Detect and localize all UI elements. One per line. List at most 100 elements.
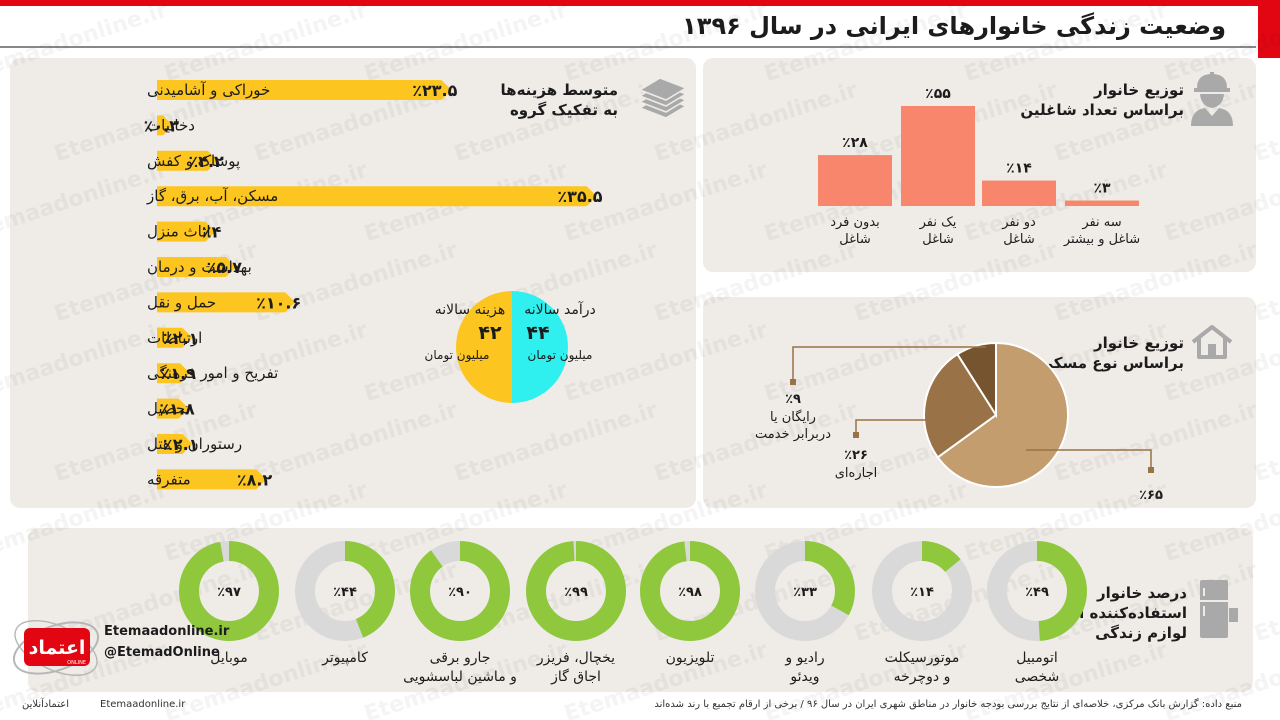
appliance-category-label: تلویزیون (666, 650, 715, 666)
workers-column (1065, 200, 1139, 206)
appliance-donut-value (755, 541, 855, 641)
appliance-title-line2: استفاده‌کننده از (1070, 604, 1187, 622)
appliance-donut-value (640, 541, 740, 641)
housing-value-label: ٪۹ (785, 392, 801, 407)
expense-value-label: ٪۸.۲ (237, 470, 273, 489)
expense-section-title: متوسط هزینه‌ها به تفکیک گروه (501, 80, 618, 120)
page-title: وضعیت زندگی خانوارهای ایرانی در سال ۱۳۹۶ (682, 12, 1226, 40)
expense-value: ۴۲ (478, 322, 502, 344)
expense-value-label: ٪۰.۳ (144, 116, 180, 135)
expense-bar (157, 363, 190, 384)
top-accent-bar (0, 0, 1280, 6)
appliance-value-label: ٪۹۰ (448, 585, 472, 600)
workers-title-line1: توزیع خانوار (1093, 81, 1184, 99)
housing-leader-line (855, 419, 966, 435)
footer-site[interactable]: Etemaadonline.ir (100, 699, 186, 710)
workers-value-label: ٪۲۸ (842, 135, 868, 151)
appliance-section-title: درصد خانوار استفاده‌کننده از لوازم زندگی (1071, 583, 1187, 643)
expense-bar (157, 186, 597, 207)
expense-value-label: ٪۴.۲ (188, 152, 224, 171)
appliance-value-label: ٪۴۹ (1025, 585, 1049, 600)
expense-category-label: مسکن، آب، برق، گاز (146, 187, 278, 205)
expense-bar (157, 327, 193, 348)
housing-pie-slice (923, 352, 998, 459)
housing-title-line1: توزیع خانوار (1093, 334, 1184, 352)
expense-label: هزینه سالانه (434, 302, 506, 318)
appliance-donut-charts: ٪۴۹ اتومبیل شخصی ٪۱۴ موتورسیکلت و دوچرخه ٪۳۳ را… (179, 541, 1087, 685)
footer-brand: اعتمادآنلاین (22, 699, 69, 710)
workers-category-label: یک نفر شاغل (919, 215, 957, 247)
expense-category-label: اثاث منزل (147, 223, 211, 241)
expense-category-label: دخانیات (147, 116, 195, 134)
logo-sub: ONLINE (67, 660, 86, 666)
footer-source: منبع داده: گزارش بانک مرکزی، خلاصه‌ای از… (654, 699, 1242, 710)
appliance-donut-value (526, 541, 626, 641)
expense-half-disc (456, 291, 512, 403)
housing-leader-marker (1148, 467, 1154, 473)
corner-accent (1258, 0, 1280, 58)
logo-handle[interactable]: @EtemadOnline (104, 645, 220, 660)
expense-value-label: ٪۱.۸ (159, 400, 195, 419)
appliance-value-label: ٪۱۴ (910, 585, 934, 600)
expense-bar-chart: خوراکی و آشامیدنی ٪۲۳.۵ دخانیات٪۰.۳ پوشاک و… (144, 80, 603, 490)
appliance-category-label: یخچال، فریزر اجاق گاز (536, 650, 615, 685)
income-label: درآمد سالانه (524, 302, 596, 318)
expense-bar (157, 469, 267, 490)
expense-category-label: پوشاک و کفش (147, 152, 240, 171)
expense-bar (157, 115, 173, 136)
appliance-category-label: کامپیوتر (321, 650, 368, 666)
appliance-value-label: ٪۹۷ (217, 585, 241, 600)
appliance-title-line1: درصد خانوار (1097, 584, 1187, 602)
appliance-donut-value (295, 541, 395, 641)
workers-category-label: دو نفر شاغل (1001, 215, 1036, 247)
expense-bar (157, 221, 216, 242)
expense-bar (157, 257, 236, 277)
housing-leader-line (792, 346, 986, 382)
expense-bar (157, 292, 296, 313)
appliance-category-label: اتومبیل شخصی (1015, 650, 1060, 685)
expense-bar (157, 398, 189, 419)
workers-section-title: توزیع خانوار براساس تعداد شاغلین (1020, 80, 1184, 120)
expense-title-line1: متوسط هزینه‌ها (500, 81, 618, 99)
expense-value-label: ٪۳۵.۵ (557, 187, 602, 206)
expense-value-label: ٪۲.۱ (163, 329, 198, 348)
housing-value-label: ٪۶۵ (1139, 488, 1163, 503)
expense-category-label: خوراکی و آشامیدنی (147, 81, 270, 99)
expense-value-label: ٪۲۳.۵ (412, 81, 457, 100)
appliance-value-label: ٪۹۹ (564, 585, 588, 600)
housing-leader-line (1026, 449, 1152, 470)
housing-leader-marker (853, 432, 859, 438)
fridge-icon (1200, 580, 1238, 638)
expense-bar (157, 434, 193, 454)
housing-leader-marker (790, 379, 796, 385)
appliance-donut-value (987, 541, 1087, 641)
income-half-disc (512, 291, 568, 403)
expense-unit: میلیون تومان (424, 348, 490, 362)
expense-category-label: تفریح و امور فرهنگی (147, 364, 278, 382)
housing-pie-slice (936, 341, 1069, 488)
expense-value-label: ٪۲.۱ (163, 435, 198, 454)
workers-column (982, 180, 1056, 206)
appliance-value-label: ٪۹۸ (678, 585, 702, 600)
appliance-category-label: موبایل (210, 650, 247, 666)
appliance-donut-value (179, 541, 279, 641)
expense-category-label: ارتباطات (147, 329, 202, 347)
workers-column (901, 106, 975, 206)
expense-value-label: ٪۴ (202, 223, 222, 242)
workers-column-chart: ٪۲۸ بدون فرد شاغل ٪۵۵ یک نفر شاغل ٪۱۴ دو نفر شاغ… (818, 86, 1140, 247)
housing-pie-slice (956, 341, 997, 419)
appliance-category-label: موتورسیکلت و دوچرخه (885, 650, 960, 685)
annual-income-expense-chart (456, 291, 568, 403)
workers-category-label: بدون فرد شاغل (830, 215, 880, 247)
housing-title-line2: براساس نوع مسکن (1040, 354, 1184, 372)
expense-category-label: حمل و نقل (147, 293, 216, 311)
expense-category-label: رستوران و هتل (147, 435, 242, 453)
expense-category-label: بهداشت و درمان (147, 258, 252, 276)
housing-section-title: توزیع خانوار براساس نوع مسکن (1040, 333, 1184, 373)
income-unit: میلیون تومان (527, 348, 593, 362)
workers-category-label: سه نفر شاغل و بیشتر (1063, 215, 1140, 247)
workers-column (818, 155, 892, 206)
logo-site[interactable]: Etemaadonline.ir (104, 624, 230, 639)
housing-value-label: ٪۲۶ (844, 448, 868, 463)
title-divider (0, 46, 1256, 48)
